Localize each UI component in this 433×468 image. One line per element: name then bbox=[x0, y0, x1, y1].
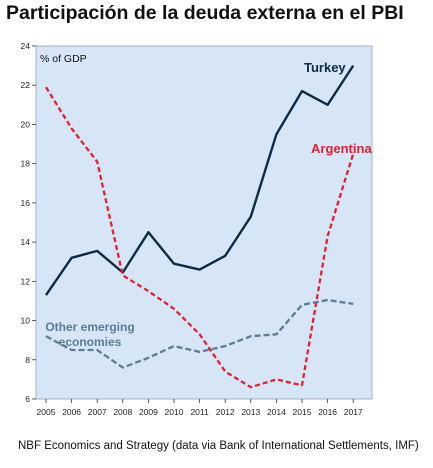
series-label-turkey: Turkey bbox=[304, 60, 346, 75]
y-tick-label: 22 bbox=[21, 80, 31, 90]
series-label-argentina: Argentina bbox=[311, 141, 372, 156]
x-tick-label: 2014 bbox=[267, 407, 286, 417]
source-note: NBF Economics and Strategy (data via Ban… bbox=[18, 440, 419, 452]
y-tick-label: 16 bbox=[21, 198, 31, 208]
x-tick-label: 2017 bbox=[344, 407, 363, 417]
x-tick-label: 2007 bbox=[88, 407, 107, 417]
axes: 6 8 10 12 14 16 18 20 22 24 2005 2006 2007 2008 2009 20… bbox=[21, 41, 363, 417]
x-tick-label: 2015 bbox=[293, 407, 312, 417]
y-tick-label: 24 bbox=[21, 41, 31, 51]
series-line-other-emerging-economies bbox=[45, 298, 354, 369]
y-tick-label: 12 bbox=[21, 276, 31, 286]
x-tick-label: 2008 bbox=[113, 407, 132, 417]
x-tick-label: 2006 bbox=[62, 407, 81, 417]
y-axis-unit-label: % of GDP bbox=[40, 53, 87, 65]
series-label-other-emerging-economies: economies bbox=[59, 335, 122, 349]
x-tick-label: 2012 bbox=[216, 407, 235, 417]
x-tick-label: 2005 bbox=[37, 407, 56, 417]
y-tick-label: 6 bbox=[25, 394, 30, 404]
y-tick-label: 8 bbox=[25, 355, 30, 365]
plot-area bbox=[35, 45, 373, 400]
x-tick-label: 2013 bbox=[241, 407, 260, 417]
x-tick-label: 2016 bbox=[318, 407, 337, 417]
chart-title: Participación de la deuda externa en el … bbox=[6, 2, 404, 24]
series-group bbox=[45, 64, 355, 389]
series-label-other-emerging-economies: Other emerging bbox=[45, 320, 134, 334]
y-tick-label: 10 bbox=[21, 316, 31, 326]
x-tick-label: 2009 bbox=[139, 407, 158, 417]
y-tick-label: 14 bbox=[21, 237, 31, 247]
y-tick-label: 20 bbox=[21, 119, 31, 129]
x-tick-label: 2011 bbox=[190, 407, 209, 417]
x-tick-label: 2010 bbox=[165, 407, 184, 417]
y-tick-label: 18 bbox=[21, 159, 31, 169]
